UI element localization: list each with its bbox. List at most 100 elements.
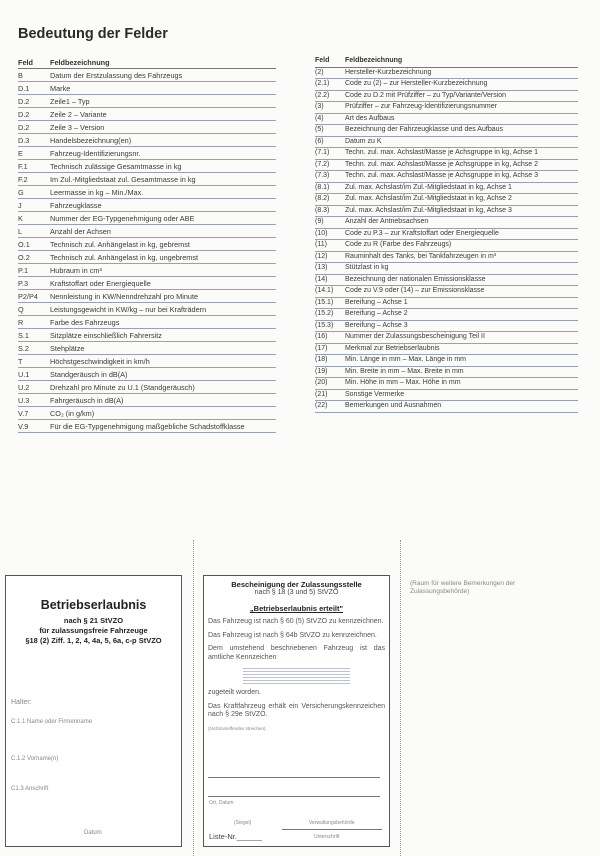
table-row: F.1 Technisch zulässige Gesamtmasse in kg [18,159,276,173]
field-description: Min. Breite in mm – Max. Breite in mm [345,366,578,378]
field-description: Stützlast in kg [345,262,578,275]
field-code: J [18,198,50,212]
field-description: Technisch zul. Anhängelast in kg, ungebr… [50,250,276,264]
betriebserlaubnis-box: Betriebserlaubnis nach § 21 StVZO für zu… [5,575,182,847]
paragraph: Das Fahrzeug ist nach § 64b StVZO zu ken… [208,631,377,639]
table-row: P.3 Kraftstoffart oder Energiequelle [18,276,276,290]
field-code: U.3 [18,393,50,407]
field-description: Nummer der EG-Typgenehmigung oder ABE [50,211,276,225]
field-description: Fahrzeug-Identifizierungsnr. [50,146,276,160]
field-description: CO₂ (in g/km) [50,406,276,420]
table-row: D.2 Zeile1 – Typ [18,94,276,108]
field-description: Handelsbezeichnung(en) [50,133,276,147]
field-description: Fahrgeräusch in dB(A) [50,393,276,407]
table-row: K Nummer der EG-Typgenehmigung oder ABE [18,211,276,225]
field-description: Bereifung – Achse 1 [345,297,578,309]
field-description: Code zu V.9 oder (14) – zur Emissionskla… [345,285,578,298]
table-row: (16) Nummer der Zulassungsbescheinigung T… [315,331,578,344]
table-row: P2/P4 Nennleistung in KW/Nenndrehzahl pro… [18,289,276,303]
field-code: (3) [315,101,345,114]
col-feld: Feld [315,56,345,68]
box-title: Betriebserlaubnis [40,598,147,612]
field-description: Techn. zul. max. Achslast/Masse je Achsg… [345,147,578,160]
field-code: R [18,315,50,329]
table-row: R Farbe des Fahrzeugs [18,315,276,329]
field-code: P.1 [18,263,50,277]
field-code: (14) [315,274,345,286]
table-row: (18) Min. Länge in mm – Max. Länge in mm [315,354,578,367]
field-description: Sitzplätze einschließlich Fahrersitz [50,328,276,342]
field-description: Bereifung – Achse 3 [345,320,578,332]
page-title: Bedeutung der Felder [18,26,168,42]
field-code: E [18,146,50,160]
field-code: (12) [315,251,345,263]
field-code: D.2 [18,94,50,108]
table-row: (12) Rauminhalt des Tanks, bei Tankfahrze… [315,251,578,263]
field-code: G [18,185,50,199]
field-description: Marke [50,81,276,95]
vorname-field: C.1.2 Vorname(n) [11,756,59,762]
field-code: (13) [315,262,345,275]
signature-line [282,829,382,830]
field-description: Leermasse in kg – Min./Max. [50,185,276,199]
box-title: Bescheinigung der Zulassungsstelle [231,580,362,589]
rule [208,796,380,797]
table-row: (22) Bemerkungen und Ausnahmen [315,400,578,413]
field-code: (2.1) [315,78,345,91]
field-code: (7.2) [315,159,345,171]
table-row: D.1 Marke [18,81,276,95]
table-row: (20) Min. Höhe in mm – Max. Höhe in mm [315,377,578,390]
field-code: U.1 [18,367,50,381]
field-description: Sonstige Vermerke [345,389,578,401]
field-code: S.1 [18,328,50,342]
subtitle-line: für zulassungsfreie Fahrzeuge [39,626,148,635]
quote-heading: „Betriebserlaubnis erteilt" [249,604,344,613]
field-description: Merkmal zur Betriebserlaubnis [345,343,578,355]
zulassungsstelle-box: Bescheinigung der Zulassungsstelle nach … [203,575,390,847]
field-description: Code zu P.3 – zur Kraftstoffart oder Ene… [345,228,578,240]
field-description: Höchstgeschwindigkeit in km/h [50,354,276,368]
field-description: Farbe des Fahrzeugs [50,315,276,329]
dotted-divider [400,540,401,856]
field-description: Prüfziffer – zur Fahrzeug-Identifizierun… [345,101,578,114]
table-row: G Leermasse in kg – Min./Max. [18,185,276,199]
table-row: (17) Merkmal zur Betriebserlaubnis [315,343,578,355]
field-code: P2/P4 [18,289,50,303]
field-description: Rauminhalt des Tanks, bei Tankfahrzeugen… [345,251,578,263]
anschrift-field: C1.3 Anschrift [11,786,49,792]
field-code: P.3 [18,276,50,290]
table-row: (7.3) Techn. zul. max. Achslast/Masse je … [315,170,578,183]
field-code: (22) [315,400,345,413]
field-description: Technisch zulässige Gesamtmasse in kg [50,159,276,173]
bemerkungen-note: (Raum für weitere Bemerkungen der Zulass… [410,580,516,595]
dotted-divider [193,540,194,856]
table-row: Q Leistungsgewicht in KW/kg – nur bei Kra… [18,302,276,316]
field-code: (8.2) [315,193,345,206]
field-code: D.2 [18,120,50,134]
field-code: (8.1) [315,182,345,194]
table-row: (5) Bezeichnung der Fahrzeugklasse und de… [315,124,578,137]
paragraph: Das Fahrzeug ist nach § 60 (5) StVZO zu … [208,618,384,625]
field-code: (15.3) [315,320,345,332]
field-table-left: Feld Feldbezeichnung B Datum der Erstzula… [18,56,276,433]
field-description: Für die EG-Typgenehmigung maßgebliche Sc… [50,419,276,433]
table-row: (13) Stützlast in kg [315,262,578,275]
box-subtitle: nach § 21 StVZO für zulassungsfreie Fahr… [6,616,181,646]
table-row: S.1 Sitzplätze einschließlich Fahrersitz [18,328,276,342]
field-description: Min. Länge in mm – Max. Länge in mm [345,354,578,367]
table-row: E Fahrzeug-Identifizierungsnr. [18,146,276,160]
field-code: (8.3) [315,205,345,217]
field-code: Q [18,302,50,316]
col-feld: Feld [18,56,50,69]
field-code: K [18,211,50,225]
field-code: (15.1) [315,297,345,309]
field-description: Bezeichnung der nationalen Emissionsklas… [345,274,578,286]
field-description: Code zu D.2 mit Prüfziffer – zu Typ/Vari… [345,90,578,102]
field-code: D.3 [18,133,50,147]
field-code: T [18,354,50,368]
field-code: (5) [315,124,345,137]
table-row: D.2 Zeile 3 – Version [18,120,276,134]
field-description: Zul. max. Achslast/im Zul.-Mitgliedstaat… [345,182,578,194]
field-description: Techn. zul. max. Achslast/Masse je Achsg… [345,159,578,171]
table-row: (14.1) Code zu V.9 oder (14) – zur Emissi… [315,285,578,298]
